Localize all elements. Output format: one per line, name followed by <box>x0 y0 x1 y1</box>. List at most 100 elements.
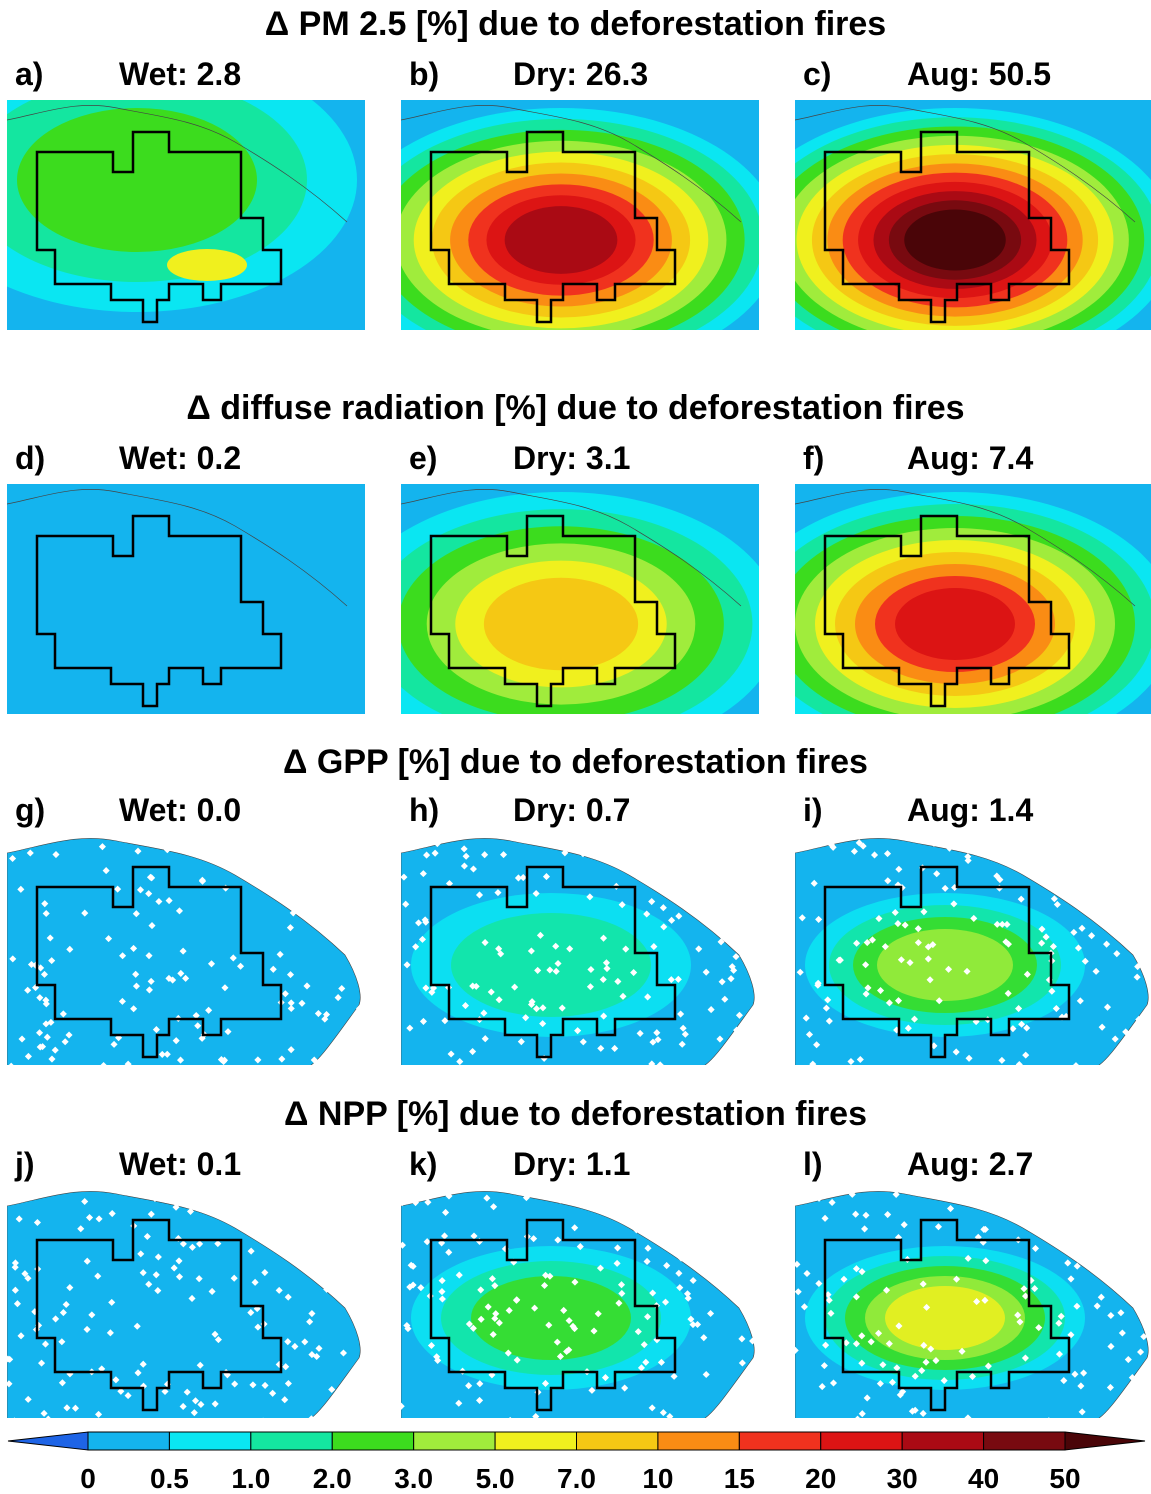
missing-data-cell <box>247 1309 255 1317</box>
missing-data-cell <box>403 961 411 969</box>
panel-season-value: Aug: 7.4 <box>907 440 1034 476</box>
colorbar-tick-label: 50 <box>1049 1463 1080 1494</box>
missing-data-cell <box>291 1342 299 1351</box>
missing-data-cell <box>139 1269 147 1277</box>
missing-data-cell <box>847 1057 855 1065</box>
anomaly-contour <box>895 588 1015 660</box>
missing-data-cell <box>735 1011 744 1019</box>
missing-data-cell <box>401 1241 406 1249</box>
amazon-region-outline <box>429 130 677 324</box>
missing-data-cell <box>328 840 336 849</box>
colorbar-segment <box>250 1431 333 1451</box>
missing-data-cell <box>42 996 50 1004</box>
missing-data-cell <box>445 1248 453 1256</box>
colorbar-segment <box>657 1431 740 1451</box>
missing-data-cell <box>885 1340 893 1348</box>
colorbar-tick-label: 2.0 <box>313 1463 352 1494</box>
missing-data-cell <box>169 976 177 984</box>
missing-data-cell <box>205 1006 213 1014</box>
missing-data-cell <box>214 1336 222 1344</box>
missing-data-cell <box>630 969 638 977</box>
missing-data-cell <box>195 1275 203 1283</box>
missing-data-cell <box>497 950 505 958</box>
anomaly-contour <box>17 108 257 252</box>
missing-data-cell <box>475 891 484 899</box>
missing-data-cell <box>603 964 611 973</box>
colorbar-segment <box>331 1431 415 1451</box>
missing-data-cell <box>175 907 184 915</box>
missing-data-cell <box>351 925 359 933</box>
missing-data-cell <box>269 965 277 973</box>
missing-data-cell <box>230 1274 238 1282</box>
row-title: Δ diffuse radiation [%] due to deforesta… <box>186 389 965 427</box>
missing-data-cell <box>145 890 153 898</box>
missing-data-cell <box>433 840 441 848</box>
missing-data-cell <box>484 1303 492 1311</box>
missing-data-cell <box>170 1264 178 1272</box>
missing-data-cell <box>284 1293 292 1301</box>
missing-data-cell <box>618 901 626 909</box>
missing-data-cell <box>177 969 185 977</box>
missing-data-cell <box>1143 1223 1151 1231</box>
missing-data-cell <box>286 971 295 979</box>
amazon-region-outline <box>823 130 1071 324</box>
missing-data-cell <box>965 1054 973 1062</box>
land-area <box>7 1191 361 1418</box>
missing-data-cell <box>190 1409 198 1417</box>
anomaly-contour <box>167 249 247 281</box>
missing-data-cell <box>240 844 248 852</box>
amazon-region-outline <box>429 865 677 1059</box>
panel-season-value: Dry: 26.3 <box>513 56 649 92</box>
missing-data-cell <box>483 1194 491 1202</box>
missing-data-cell <box>130 1005 138 1013</box>
missing-data-cell <box>1017 895 1025 903</box>
missing-data-cell <box>211 1400 219 1408</box>
missing-data-cell <box>280 878 289 886</box>
anomaly-contour <box>471 1276 631 1360</box>
colorbar-tick-label: 20 <box>805 1463 836 1494</box>
panel-season-value: Wet: 2.8 <box>119 56 242 92</box>
amazon-region-outline <box>35 865 283 1059</box>
missing-data-cell <box>579 850 587 858</box>
anomaly-contour <box>885 1286 1005 1350</box>
missing-data-cell <box>287 1004 295 1013</box>
missing-data-cell <box>659 1409 667 1417</box>
missing-data-cell <box>1049 942 1057 951</box>
colorbar-max-arrow <box>1064 1431 1146 1451</box>
missing-data-cell <box>481 939 489 947</box>
missing-data-cell <box>558 1004 566 1012</box>
missing-data-cell <box>172 1037 180 1045</box>
missing-data-cell <box>877 986 885 995</box>
missing-data-cell <box>668 916 676 924</box>
anomaly-contour <box>904 209 1006 271</box>
missing-data-cell <box>224 858 232 866</box>
missing-data-cell <box>110 1040 118 1048</box>
anomaly-contour <box>877 929 1013 1001</box>
panel-season-value: Aug: 2.7 <box>907 1146 1034 1182</box>
missing-data-cell <box>224 1028 232 1036</box>
missing-data-cell <box>58 1338 66 1346</box>
panel-letter: b) <box>409 56 440 92</box>
colorbar-tick-label: 30 <box>887 1463 918 1494</box>
missing-data-cell <box>307 1415 315 1418</box>
row-title: Δ PM 2.5 [%] due to deforestation fires <box>264 5 887 43</box>
missing-data-cell <box>88 1311 96 1319</box>
missing-data-cell <box>198 877 207 885</box>
missing-data-cell <box>249 1381 257 1389</box>
colorbar-segment <box>576 1431 659 1451</box>
missing-data-cell <box>287 999 295 1007</box>
panel-letter: l) <box>803 1146 823 1182</box>
missing-data-cell <box>854 1415 862 1418</box>
missing-data-cell <box>163 1050 171 1058</box>
missing-data-cell <box>729 1247 737 1255</box>
missing-data-cell <box>139 1360 147 1368</box>
amazon-region-outline <box>823 514 1071 708</box>
missing-data-cell <box>722 884 730 892</box>
colorbar-segment <box>901 1431 985 1451</box>
missing-data-cell <box>643 1257 651 1265</box>
missing-data-cell <box>481 851 489 859</box>
missing-data-cell <box>601 1374 610 1382</box>
map-background <box>7 484 365 714</box>
missing-data-cell <box>40 970 49 978</box>
missing-data-cell <box>619 992 627 1000</box>
